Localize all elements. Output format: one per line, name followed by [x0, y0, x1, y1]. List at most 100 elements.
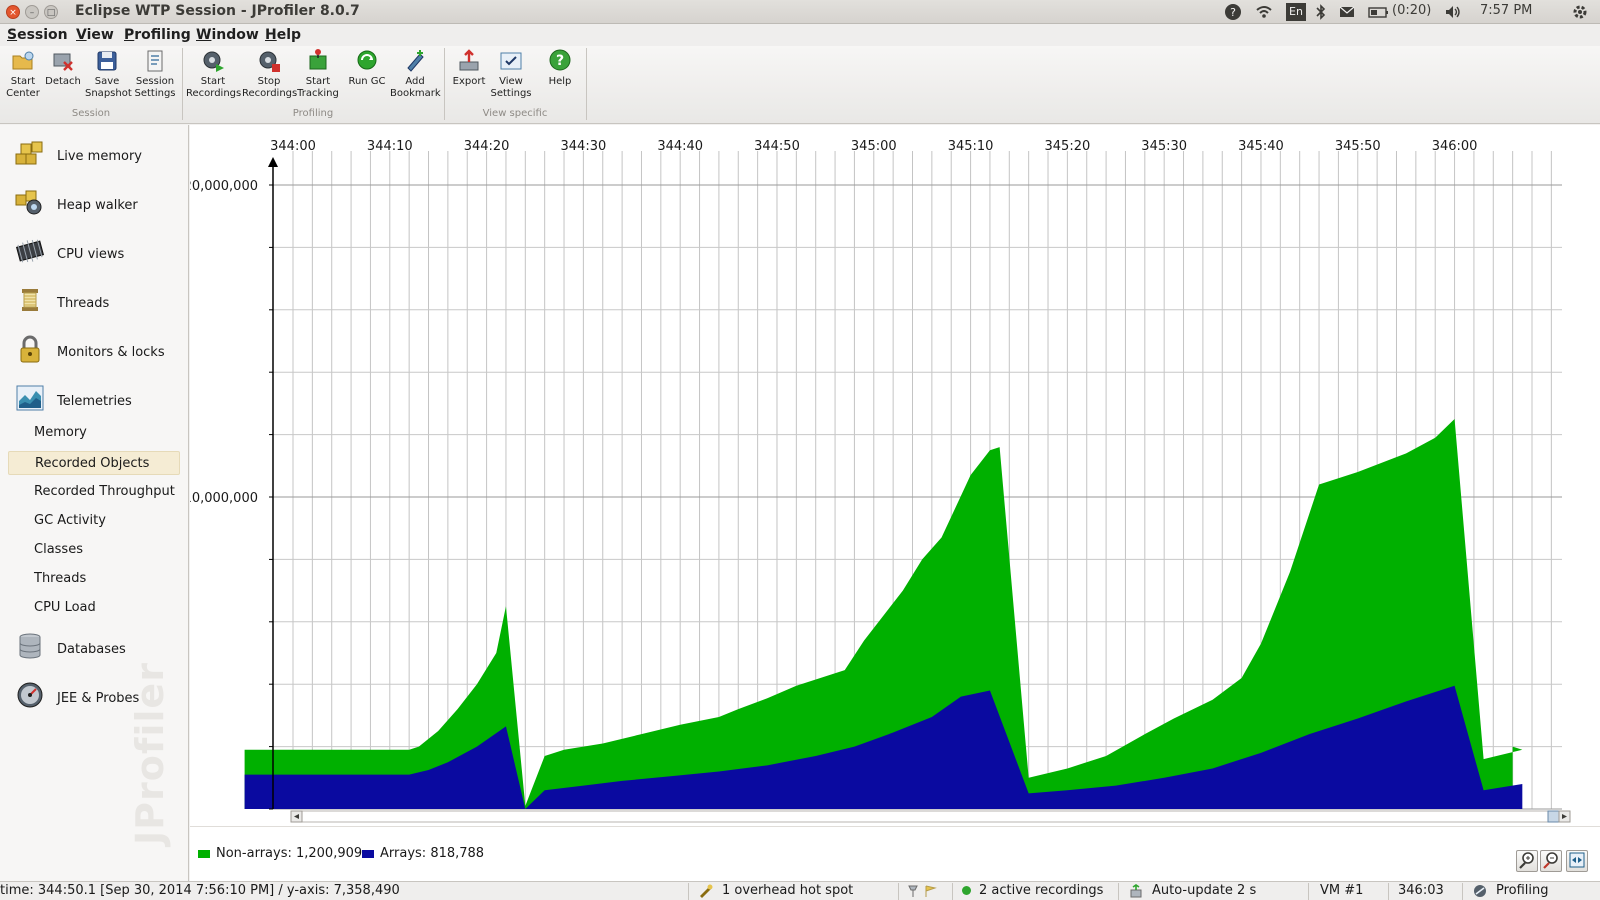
- sidebar-item-heap-walker[interactable]: Heap walker: [0, 179, 188, 223]
- toolbar-separator: [182, 48, 183, 120]
- chart-canvas[interactable]: 344:00 344:10 344:20 344:30 344:40 344:50 345:…: [190, 125, 1600, 826]
- x-tick-label: 345:10: [948, 139, 994, 154]
- sidebar-item-jee-probes[interactable]: JEE & Probes: [0, 672, 188, 716]
- legend-swatch-arrays: [362, 849, 374, 858]
- minimize-window-button[interactable]: –: [25, 5, 39, 19]
- x-tick-label: 344:30: [561, 139, 607, 154]
- y-tick-labels: 20,000,000 10,000,000: [190, 179, 258, 506]
- run-gc-button[interactable]: Run GC: [347, 48, 387, 88]
- x-tick-label: 345:50: [1335, 139, 1381, 154]
- keyboard-language-indicator[interactable]: En: [1286, 3, 1306, 21]
- volume-icon[interactable]: [1444, 3, 1462, 21]
- start-recordings-button[interactable]: Start Recordings: [186, 48, 241, 100]
- detach-icon: [53, 53, 73, 71]
- auto-update-status[interactable]: Auto-update 2 s: [1128, 883, 1256, 898]
- svg-text:?: ?: [1230, 6, 1236, 19]
- sidebar-subitem-recorded-objects[interactable]: Recorded Objects: [8, 451, 180, 475]
- svg-text:?: ?: [556, 53, 564, 69]
- menu-help[interactable]: Help: [265, 27, 302, 43]
- maximize-window-button[interactable]: □: [44, 5, 58, 19]
- toolbar: Start Center Detach Save Snapshot Sessio…: [0, 46, 1600, 124]
- toolbar-group-view-specific-label: View specific: [482, 108, 548, 119]
- area-series-arrays: [244, 685, 1523, 809]
- battery-time: (0:20): [1392, 3, 1432, 18]
- window-title: Eclipse WTP Session - JProfiler 8.0.7: [75, 3, 360, 19]
- sidebar: JProfiler Live memory Heap walker CPU vi…: [0, 125, 189, 881]
- session-settings-icon: [147, 50, 163, 72]
- database-icon: [19, 633, 41, 659]
- series-areas: [244, 419, 1523, 809]
- status-separator: [688, 883, 689, 900]
- battery-icon[interactable]: [1368, 3, 1388, 21]
- horizontal-scrollbar[interactable]: [290, 810, 1571, 823]
- x-tick-labels: 344:00 344:10 344:20 344:30 344:40 344:50 345:…: [270, 139, 1477, 154]
- sidebar-item-telemetries[interactable]: Telemetries: [0, 375, 188, 419]
- zoom-in-button[interactable]: [1516, 850, 1538, 872]
- scroll-thumb: [1547, 810, 1560, 823]
- sidebar-subitem-memory[interactable]: Memory: [34, 425, 87, 440]
- wifi-icon[interactable]: [1255, 3, 1273, 21]
- menu-profiling[interactable]: Profiling: [124, 27, 191, 43]
- bookmark-icon: [407, 50, 424, 72]
- zoom-out-button[interactable]: [1540, 850, 1562, 872]
- recycle-icon: [357, 50, 377, 70]
- x-tick-label: 345:20: [1045, 139, 1091, 154]
- profiling-icon: [1474, 884, 1486, 897]
- menu-window[interactable]: Window: [196, 27, 259, 43]
- start-tracking-button[interactable]: Start Tracking: [297, 48, 339, 100]
- detach-button[interactable]: Detach: [44, 48, 82, 88]
- add-bookmark-button[interactable]: Add Bookmark: [390, 48, 441, 100]
- overhead-hotspot-status[interactable]: 1 overhead hot spot: [698, 883, 853, 898]
- x-tick-label: 344:40: [657, 139, 703, 154]
- stop-recordings-button[interactable]: Stop Recordings: [242, 48, 297, 100]
- sidebar-subitem-recorded-throughput[interactable]: Recorded Throughput: [34, 484, 175, 499]
- navigation-status-icons[interactable]: [906, 883, 940, 898]
- start-center-button[interactable]: Start Center: [3, 48, 43, 100]
- status-separator: [952, 883, 953, 900]
- status-separator: [1388, 883, 1389, 900]
- area-series-non-arrays: [244, 419, 1523, 809]
- clock[interactable]: 7:57 PM: [1480, 3, 1533, 18]
- active-recordings-status[interactable]: 2 active recordings: [962, 883, 1103, 898]
- sidebar-item-live-memory[interactable]: Live memory: [0, 130, 188, 174]
- toolbar-group-session-label: Session: [71, 108, 111, 119]
- vm-status: VM #1: [1320, 883, 1364, 898]
- cursor-readout: time: 344:50.1 [Sep 30, 2014 7:56:10 PM]…: [0, 883, 400, 898]
- auto-update-icon: [1130, 883, 1142, 897]
- sidebar-item-threads[interactable]: Threads: [0, 277, 188, 321]
- mail-icon[interactable]: [1338, 3, 1356, 21]
- heap-walker-icon: [15, 190, 42, 215]
- memory-blocks-icon: [15, 141, 43, 165]
- view-settings-button[interactable]: View Settings: [490, 48, 532, 100]
- sidebar-subitem-cpu-load[interactable]: CPU Load: [34, 600, 96, 615]
- chart-legend: Non-arrays: 1,200,909 Arrays: 818,788: [190, 846, 1190, 866]
- fit-view-button[interactable]: [1566, 850, 1588, 872]
- sidebar-item-databases[interactable]: Databases: [0, 623, 188, 667]
- sidebar-item-monitors-locks[interactable]: Monitors & locks: [0, 326, 188, 370]
- sidebar-subitem-gc-activity[interactable]: GC Activity: [34, 513, 106, 528]
- save-snapshot-button[interactable]: Save Snapshot: [85, 48, 132, 100]
- sidebar-subitem-threads[interactable]: Threads: [34, 571, 87, 586]
- x-tick-label: 345:40: [1238, 139, 1284, 154]
- y-tick-label: 10,000,000: [190, 491, 258, 506]
- sidebar-item-cpu-views[interactable]: CPU views: [0, 228, 188, 272]
- gear-icon[interactable]: [1571, 3, 1589, 21]
- x-tick-label: 345:00: [851, 139, 897, 154]
- menu-view[interactable]: View: [76, 27, 114, 43]
- y-axis-arrow: [268, 157, 278, 167]
- help-icon: ?: [549, 49, 571, 71]
- export-icon: [459, 49, 479, 71]
- status-separator: [1462, 883, 1463, 900]
- telemetry-chart-icon: [16, 385, 44, 411]
- bluetooth-icon[interactable]: [1312, 3, 1330, 21]
- sidebar-subitem-classes[interactable]: Classes: [34, 542, 83, 557]
- close-window-button[interactable]: ×: [6, 5, 20, 19]
- fit-width-icon: [1569, 852, 1585, 868]
- x-tick-label: 345:30: [1141, 139, 1187, 154]
- help-button[interactable]: ? Help: [541, 48, 579, 88]
- help-tray-icon[interactable]: ?: [1224, 3, 1242, 21]
- menu-session[interactable]: Session: [7, 27, 68, 43]
- recorded-objects-chart[interactable]: 344:00 344:10 344:20 344:30 344:40 344:50 345:…: [190, 125, 1600, 826]
- session-settings-button[interactable]: Session Settings: [133, 48, 177, 100]
- export-button[interactable]: Export: [450, 48, 488, 88]
